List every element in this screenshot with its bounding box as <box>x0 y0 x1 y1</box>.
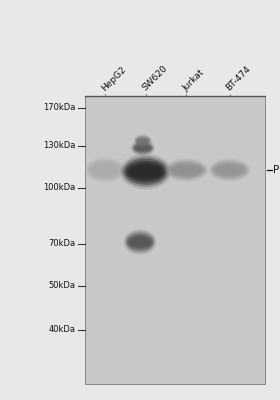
Ellipse shape <box>208 158 251 182</box>
Text: 70kDa: 70kDa <box>48 240 76 248</box>
Ellipse shape <box>130 140 155 156</box>
Ellipse shape <box>120 154 171 190</box>
Ellipse shape <box>129 238 151 246</box>
Ellipse shape <box>134 144 151 152</box>
Text: BT-474: BT-474 <box>225 65 253 93</box>
Ellipse shape <box>134 134 151 147</box>
Ellipse shape <box>213 163 246 177</box>
Ellipse shape <box>215 164 244 176</box>
Ellipse shape <box>129 166 162 178</box>
Ellipse shape <box>216 166 243 174</box>
Text: SW620: SW620 <box>141 64 169 93</box>
Ellipse shape <box>86 158 124 182</box>
Text: 50kDa: 50kDa <box>49 282 76 290</box>
Text: HepG2: HepG2 <box>100 65 128 93</box>
Ellipse shape <box>89 162 121 178</box>
Ellipse shape <box>211 161 248 179</box>
Ellipse shape <box>167 161 205 179</box>
Ellipse shape <box>126 232 154 252</box>
Ellipse shape <box>127 234 153 250</box>
Text: Jurkat: Jurkat <box>181 68 206 93</box>
Bar <box>85 96 265 384</box>
Ellipse shape <box>136 138 150 144</box>
Ellipse shape <box>132 142 153 154</box>
Ellipse shape <box>210 160 249 180</box>
Ellipse shape <box>137 138 149 143</box>
Ellipse shape <box>133 134 152 148</box>
Ellipse shape <box>91 164 119 176</box>
Ellipse shape <box>131 141 154 155</box>
Ellipse shape <box>172 166 200 174</box>
Ellipse shape <box>133 143 152 153</box>
Ellipse shape <box>164 158 209 182</box>
Ellipse shape <box>128 236 152 248</box>
Ellipse shape <box>169 163 204 177</box>
Text: PHKB: PHKB <box>273 165 280 175</box>
Text: 170kDa: 170kDa <box>43 104 76 112</box>
Ellipse shape <box>136 136 150 145</box>
Ellipse shape <box>126 161 165 182</box>
Ellipse shape <box>135 136 151 146</box>
Ellipse shape <box>124 158 167 185</box>
Ellipse shape <box>165 160 207 180</box>
Ellipse shape <box>135 145 151 151</box>
Ellipse shape <box>124 230 156 254</box>
Ellipse shape <box>123 229 157 255</box>
Ellipse shape <box>85 157 125 183</box>
Ellipse shape <box>122 156 169 187</box>
Ellipse shape <box>88 160 122 180</box>
Text: 100kDa: 100kDa <box>43 184 76 192</box>
Ellipse shape <box>171 164 202 176</box>
Text: 130kDa: 130kDa <box>43 142 76 150</box>
Ellipse shape <box>92 166 118 174</box>
Text: 40kDa: 40kDa <box>49 326 76 334</box>
Ellipse shape <box>128 163 164 180</box>
